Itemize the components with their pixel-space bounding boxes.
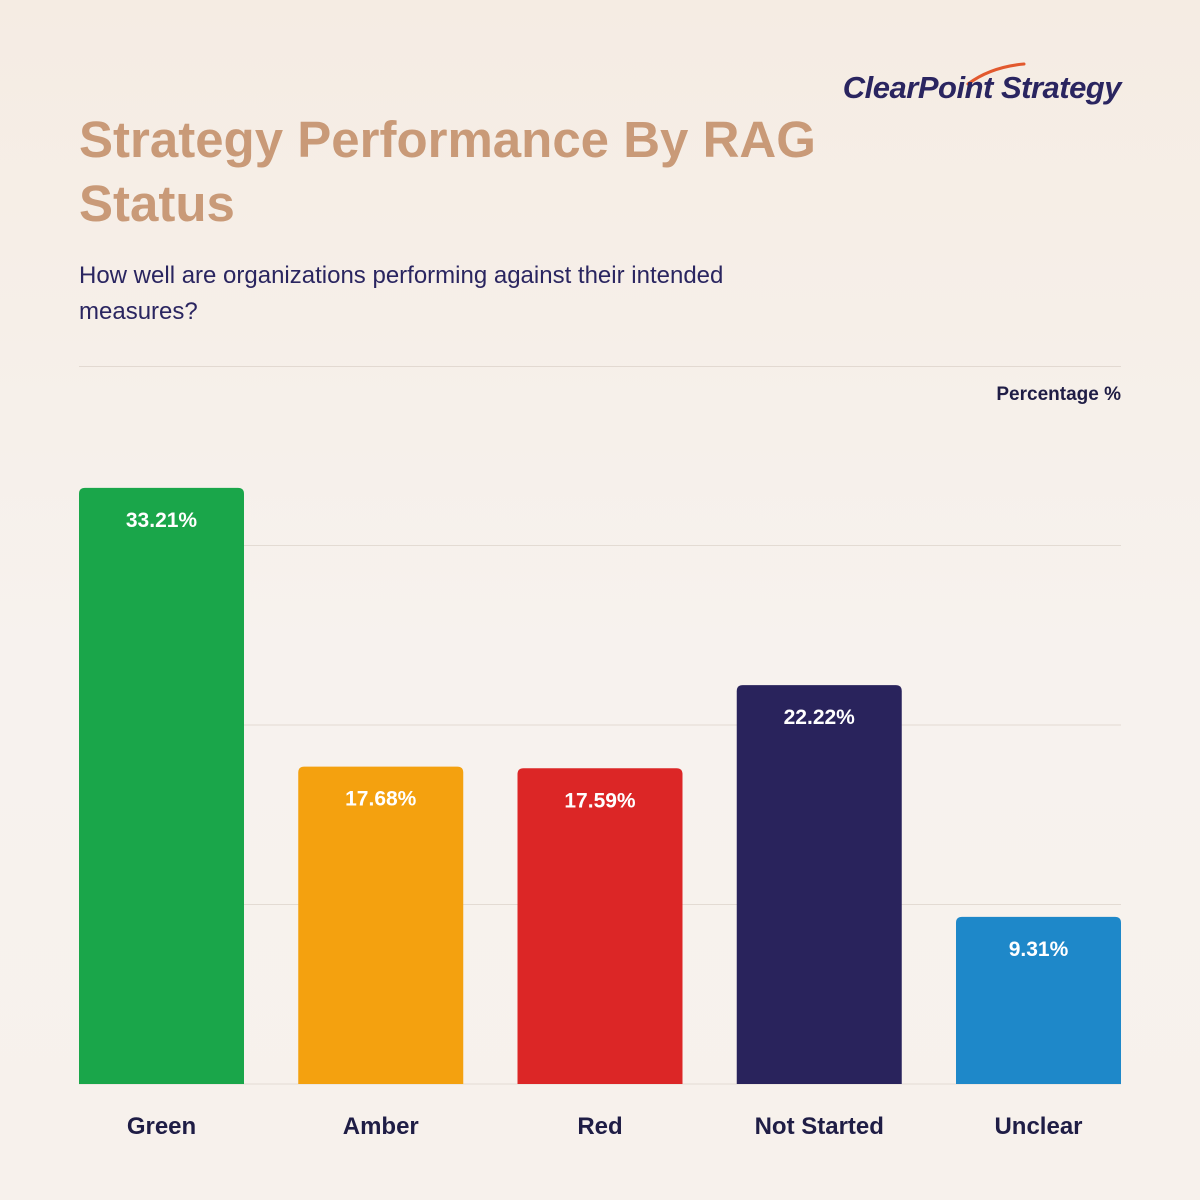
brand-logo: ClearPoint Strategy bbox=[841, 62, 1122, 112]
data-label-not-started: 22.22% bbox=[784, 706, 856, 729]
swoosh-icon bbox=[966, 62, 1026, 86]
data-label-unclear: 9.31% bbox=[1009, 938, 1069, 961]
header-divider bbox=[79, 366, 1121, 367]
data-label-red: 17.59% bbox=[564, 789, 636, 812]
data-label-amber: 17.68% bbox=[345, 788, 417, 811]
bar-green bbox=[79, 487, 244, 1084]
data-label-green: 33.21% bbox=[126, 509, 198, 532]
category-label-red: Red bbox=[577, 1113, 622, 1140]
y-axis-label: Percentage % bbox=[996, 384, 1121, 405]
category-label-unclear: Unclear bbox=[994, 1113, 1082, 1140]
category-label-amber: Amber bbox=[343, 1113, 419, 1140]
bar-red bbox=[517, 768, 683, 1084]
brand-name: ClearPoint Strategy bbox=[842, 70, 1122, 105]
category-label-green: Green bbox=[127, 1113, 196, 1140]
bar-not-started bbox=[736, 685, 902, 1084]
bar-unclear bbox=[956, 916, 1121, 1084]
page-subtitle: How well are organizations performing ag… bbox=[79, 262, 724, 325]
category-label-not-started: Not Started bbox=[755, 1113, 884, 1140]
page-title: Strategy Performance By RAG Status bbox=[79, 111, 816, 232]
bar-amber bbox=[298, 766, 464, 1084]
